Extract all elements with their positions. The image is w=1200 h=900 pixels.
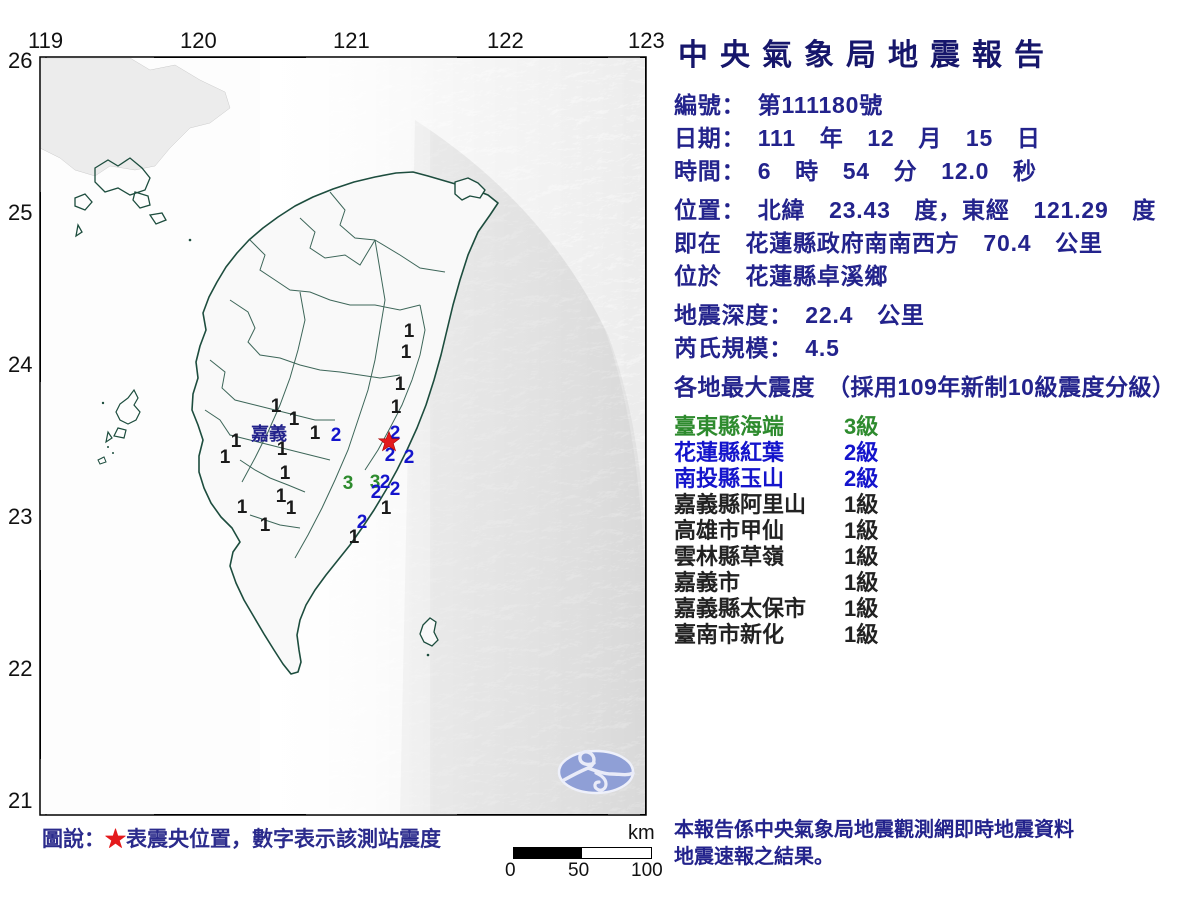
svg-text:1: 1 — [404, 321, 415, 342]
svg-text:1: 1 — [286, 498, 297, 519]
svg-text:2: 2 — [331, 425, 342, 446]
svg-text:1: 1 — [395, 374, 406, 395]
svg-text:1: 1 — [280, 463, 291, 484]
svg-text:1: 1 — [289, 409, 300, 430]
svg-text:1: 1 — [231, 431, 242, 452]
svg-text:1: 1 — [310, 423, 321, 444]
svg-text:2: 2 — [404, 447, 415, 468]
svg-text:1: 1 — [381, 498, 392, 519]
svg-text:1: 1 — [220, 447, 231, 468]
svg-text:1: 1 — [237, 497, 248, 518]
svg-text:1: 1 — [401, 342, 412, 363]
svg-text:3: 3 — [343, 473, 354, 494]
svg-text:1: 1 — [260, 515, 271, 536]
svg-text:1: 1 — [349, 527, 360, 548]
svg-text:2: 2 — [390, 479, 401, 500]
svg-text:2: 2 — [380, 472, 391, 493]
svg-text:2: 2 — [371, 482, 382, 503]
svg-text:1: 1 — [271, 396, 282, 417]
svg-text:嘉義: 嘉義 — [250, 423, 287, 444]
svg-text:1: 1 — [391, 397, 402, 418]
